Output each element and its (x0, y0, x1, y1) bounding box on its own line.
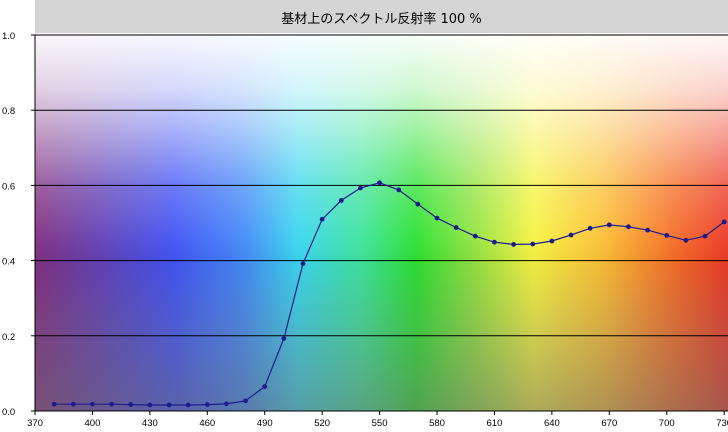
x-tick-label: 700 (659, 418, 675, 429)
data-point (204, 402, 210, 408)
data-point (702, 233, 708, 239)
data-point (377, 180, 382, 186)
x-tick-label: 520 (314, 418, 330, 429)
data-point (645, 227, 650, 233)
data-point (606, 222, 612, 228)
data-point (721, 219, 727, 225)
x-tick-label: 460 (199, 418, 215, 429)
x-tick-label: 580 (429, 418, 445, 429)
data-point (281, 336, 287, 341)
chart-title: 基材上のスペクトル反射率 100 % (281, 12, 482, 27)
data-point (415, 201, 421, 207)
spectrum-gray-overlay (35, 33, 728, 411)
data-point (511, 242, 516, 247)
series-layer (51, 180, 727, 408)
data-point (262, 384, 268, 389)
data-point (224, 401, 229, 407)
data-point (319, 216, 325, 222)
data-point (300, 261, 306, 267)
y-tick-label: 0.8 (2, 106, 15, 117)
x-axis: 370 400 430 460 490 520 550 580 610 640 670 700 730 (27, 35, 728, 429)
y-tick-label: 0.0 (2, 407, 15, 418)
data-point (434, 215, 440, 221)
x-tick-label: 550 (372, 418, 388, 429)
x-tick-label: 610 (487, 418, 503, 429)
y-tick-label: 0.4 (2, 257, 15, 268)
x-tick-label: 400 (85, 418, 101, 429)
data-point (472, 233, 478, 239)
data-point (683, 237, 689, 243)
y-tick-label: 0.6 (2, 181, 15, 192)
data-point (147, 402, 153, 408)
data-point (626, 224, 631, 230)
y-axis: 0.0 0.2 0.4 0.6 0.8 1.0 (2, 31, 35, 418)
x-tick-label: 730 (716, 418, 728, 429)
x-tick-label: 370 (27, 418, 43, 429)
data-point (166, 402, 172, 408)
data-point (549, 238, 555, 244)
data-point (453, 225, 459, 230)
data-point (70, 401, 76, 407)
x-tick-label: 490 (257, 418, 273, 429)
data-point (568, 232, 574, 238)
x-tick-label: 430 (142, 418, 158, 429)
data-point (492, 239, 497, 245)
data-point (664, 233, 670, 238)
data-point (185, 402, 191, 408)
data-point (128, 402, 134, 408)
x-tick-label: 640 (544, 418, 560, 429)
data-point (109, 401, 114, 407)
data-point (358, 185, 363, 191)
data-point (530, 241, 536, 247)
data-point (51, 401, 57, 407)
data-point (90, 401, 95, 407)
data-point (587, 225, 593, 231)
series-line (54, 182, 725, 406)
data-point (396, 187, 402, 193)
y-tick-label: 0.2 (2, 332, 15, 343)
data-point (338, 198, 344, 203)
data-point (243, 398, 248, 404)
x-tick-label: 670 (601, 418, 617, 429)
title-bar (35, 0, 728, 33)
y-tick-label: 1.0 (2, 31, 15, 42)
